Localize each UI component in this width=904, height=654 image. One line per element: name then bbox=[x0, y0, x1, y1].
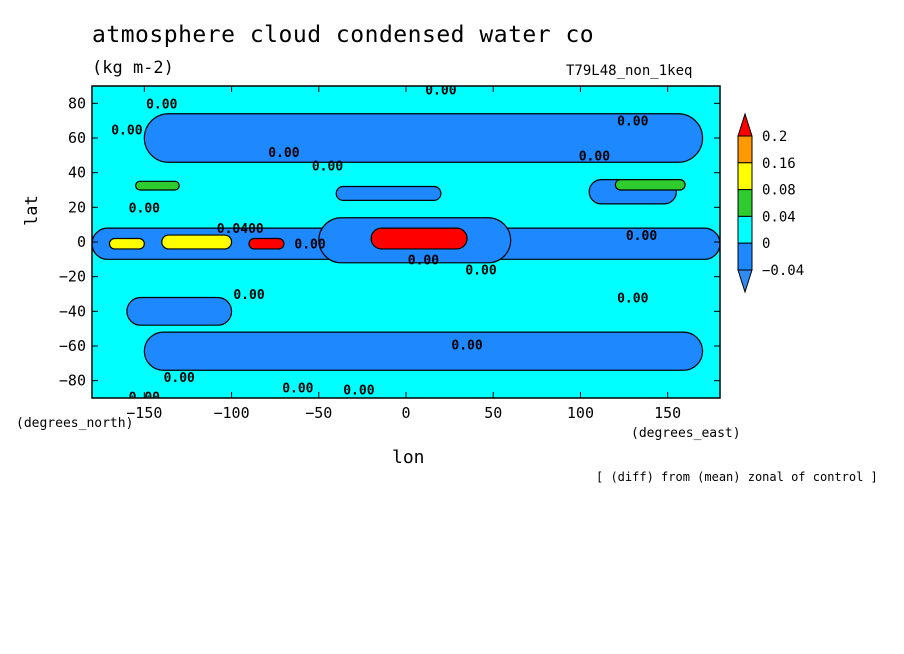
y-tick-label: −20 bbox=[59, 268, 86, 286]
x-tick-label: −100 bbox=[213, 404, 249, 422]
contour-label: 0.00 bbox=[465, 264, 496, 279]
colorbar-band bbox=[737, 112, 753, 137]
x-axis-label: lon bbox=[392, 447, 425, 468]
contour-label: 0.00 bbox=[579, 149, 610, 164]
contour-region-0.04_to_0.08 bbox=[614, 179, 686, 191]
contour-label: 0.0400 bbox=[217, 222, 264, 237]
contour-label: 0.00 bbox=[626, 229, 657, 244]
colorbar-label: 0.16 bbox=[762, 156, 796, 172]
contour-label: 0.00 bbox=[408, 253, 439, 268]
colorbar-label: 0.2 bbox=[762, 129, 787, 145]
contour-label: 0.00 bbox=[617, 115, 648, 130]
chart-note: [ (diff) from (mean) zonal of control ] bbox=[596, 470, 878, 484]
colorbar-band bbox=[737, 189, 753, 217]
contour-label: 0.00 bbox=[111, 123, 142, 138]
contour-label: 0.00 bbox=[343, 383, 374, 398]
y-tick-label: −80 bbox=[59, 372, 86, 390]
colorbar-label: 0 bbox=[762, 236, 770, 252]
contour-region-above_0.2 bbox=[370, 227, 468, 250]
contour-label: 0.00 bbox=[164, 371, 195, 386]
contour-label: 0.00 bbox=[129, 201, 160, 216]
x-tick-label: 0 bbox=[401, 404, 410, 422]
colorbar-label: 0.08 bbox=[762, 183, 796, 199]
contour-region-above_0.2 bbox=[248, 237, 285, 250]
contour-label: 0.00 bbox=[312, 160, 343, 175]
colorbar-band bbox=[737, 269, 753, 294]
chart-title: atmosphere cloud condensed water co bbox=[92, 22, 595, 48]
y-tick-label: 0 bbox=[77, 233, 86, 251]
contour-label: 0.00 bbox=[233, 288, 264, 303]
x-tick-label: −150 bbox=[126, 404, 162, 422]
colorbar-band bbox=[737, 162, 753, 191]
chart-units: (kg m-2) bbox=[92, 58, 174, 78]
y-tick-label: 60 bbox=[68, 129, 86, 147]
y-tick-label: −40 bbox=[59, 302, 86, 320]
colorbar-band bbox=[737, 135, 753, 164]
y-axis-units: (degrees_north) bbox=[16, 416, 134, 431]
x-tick-label: 100 bbox=[567, 404, 594, 422]
y-tick-label: 40 bbox=[68, 164, 86, 182]
colorbar-band bbox=[737, 242, 753, 271]
contour-label: 0.00 bbox=[268, 146, 299, 161]
colorbar-label: 0.04 bbox=[762, 209, 796, 225]
contour-region-0.08_to_0.16 bbox=[108, 237, 145, 250]
run-label: T79L48_non_1keq bbox=[566, 63, 693, 79]
contour-label: 0.00 bbox=[617, 291, 648, 306]
contour-label: 0.00 bbox=[146, 97, 177, 112]
contour-region-0.08_to_0.16 bbox=[161, 234, 233, 250]
x-tick-label: 150 bbox=[654, 404, 681, 422]
y-tick-label: −60 bbox=[59, 337, 86, 355]
contour-label: 0.00 bbox=[282, 382, 313, 397]
contour-region--0.04_to_0 bbox=[143, 331, 704, 371]
y-tick-label: 20 bbox=[68, 198, 86, 216]
contour-region--0.04_to_0 bbox=[126, 296, 233, 326]
y-tick-label: 80 bbox=[68, 94, 86, 112]
contour-label: 0.00 bbox=[451, 338, 482, 353]
contour-region--0.04_to_0 bbox=[335, 185, 442, 202]
x-axis-units: (degrees_east) bbox=[631, 426, 741, 441]
contour-region--0.04_to_0 bbox=[143, 113, 704, 163]
contour-label: 0.00 bbox=[294, 238, 325, 253]
contour-region-0.04_to_0.08 bbox=[135, 180, 180, 191]
contour-label: 0.00 bbox=[425, 83, 456, 98]
x-tick-label: −50 bbox=[305, 404, 332, 422]
contour-field: 0.00 0.00 0.00 0.00 0.00 0.00 0.00 0.00 0.0400 0.… bbox=[92, 83, 720, 398]
colorbar-label: −0.04 bbox=[762, 263, 804, 279]
x-tick-label: 50 bbox=[484, 404, 502, 422]
colorbar-band bbox=[737, 215, 753, 244]
